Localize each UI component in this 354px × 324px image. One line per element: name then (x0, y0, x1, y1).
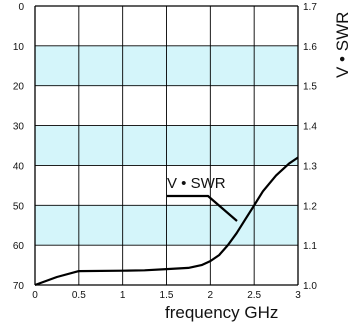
left-tick-label: 0 (18, 2, 24, 13)
annotation-label: V • SWR (167, 175, 226, 192)
right-tick-label: 1.3 (303, 161, 317, 172)
right-tick-label: 1.4 (303, 122, 317, 133)
annotation-layer: V • SWR (167, 175, 238, 222)
left-tick-label: 50 (13, 201, 25, 212)
right-tick-label: 1.6 (303, 42, 317, 53)
x-axis-title: frequency GHz (165, 303, 278, 322)
right-tick-label: 1.2 (303, 201, 317, 212)
x-tick-label: 2.5 (247, 290, 261, 301)
right-tick-label: 1.1 (303, 241, 317, 252)
x-tick-label: 0.5 (72, 290, 86, 301)
grid-lines (34, 5, 299, 286)
tick-labels: 0102030405060701.71.61.51.41.31.21.11.00… (13, 2, 317, 301)
x-tick-label: 1 (120, 290, 126, 301)
x-tick-label: 2 (208, 290, 214, 301)
left-tick-label: 30 (13, 122, 25, 133)
left-tick-label: 20 (13, 82, 25, 93)
left-tick-label: 10 (13, 42, 25, 53)
left-tick-label: 40 (13, 161, 25, 172)
series-layer (34, 156, 299, 287)
left-tick-label: 70 (13, 281, 25, 292)
x-tick-label: 1.5 (160, 290, 174, 301)
x-tick-label: 3 (295, 290, 301, 301)
annotation-leader-line (167, 194, 238, 222)
vswr-line (34, 156, 299, 287)
right-tick-label: 1.0 (303, 281, 317, 292)
left-tick-label: 60 (13, 241, 25, 252)
right-axis-title: V • SWR (333, 12, 352, 78)
x-tick-label: 0 (32, 290, 38, 301)
right-tick-label: 1.5 (303, 82, 317, 93)
right-tick-label: 1.7 (303, 2, 317, 13)
